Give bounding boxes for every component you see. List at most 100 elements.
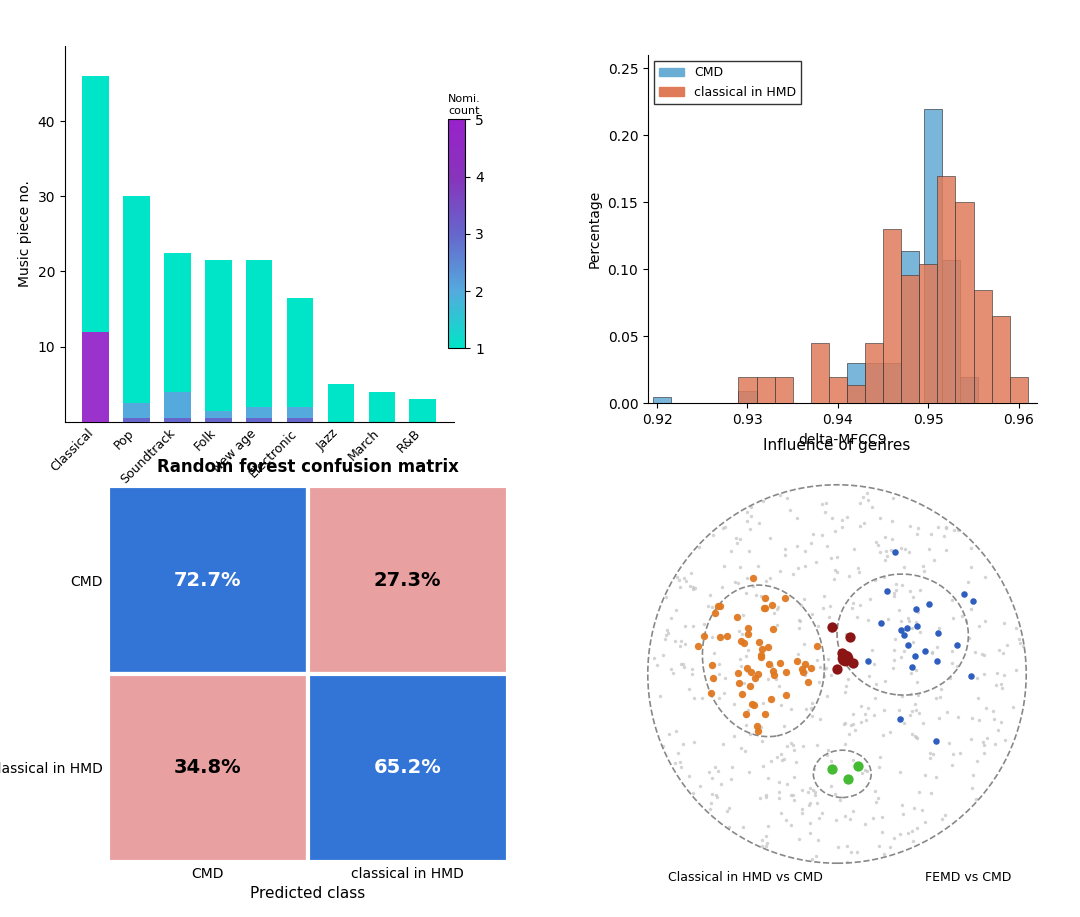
Point (746, 670, 764, 685)
Point (874, 825, 891, 840)
Point (815, 669, 833, 684)
Point (796, 636, 813, 651)
Point (866, 784, 883, 799)
Point (819, 538, 836, 553)
Point (840, 569, 858, 583)
Point (659, 623, 676, 637)
Bar (82, 377, 109, 422)
Point (867, 795, 885, 810)
Point (804, 709, 821, 724)
Bar (205, 411, 231, 422)
Bar (739, 377, 756, 403)
Point (957, 613, 974, 628)
Point (853, 699, 870, 713)
Bar (108, 486, 308, 674)
Point (922, 527, 940, 542)
Point (745, 570, 762, 585)
Point (666, 756, 684, 770)
Point (930, 621, 947, 635)
Point (951, 746, 969, 760)
Point (977, 701, 995, 715)
Point (801, 815, 819, 830)
Point (892, 623, 909, 637)
Point (737, 708, 754, 723)
Point (771, 563, 788, 578)
Point (757, 788, 774, 802)
Point (696, 616, 713, 631)
Point (730, 666, 747, 680)
Point (707, 787, 725, 801)
Point (917, 815, 934, 830)
Point (886, 831, 903, 845)
Point (962, 732, 980, 746)
Point (811, 713, 828, 727)
Point (886, 586, 903, 601)
Point (842, 601, 860, 615)
Point (848, 610, 865, 624)
Point (876, 569, 893, 584)
Point (807, 788, 824, 802)
Point (713, 777, 730, 791)
Point (740, 764, 757, 779)
Point (775, 548, 793, 563)
Point (796, 668, 813, 682)
Point (856, 816, 874, 831)
Point (742, 509, 759, 524)
Point (834, 513, 851, 527)
Point (851, 598, 868, 613)
Point (684, 581, 701, 596)
Point (757, 829, 774, 844)
Point (772, 746, 789, 761)
Point (921, 597, 939, 612)
Point (819, 742, 836, 757)
Title: Random forest confusion matrix: Random forest confusion matrix (157, 458, 459, 476)
Point (876, 703, 893, 718)
Point (953, 609, 970, 624)
Bar (901, 250, 919, 403)
Point (855, 515, 873, 530)
Point (753, 649, 770, 664)
Point (815, 504, 833, 519)
Point (784, 738, 801, 753)
Point (672, 759, 689, 774)
Point (899, 621, 916, 635)
Point (811, 675, 828, 690)
Point (752, 647, 769, 662)
Point (840, 727, 858, 742)
Point (989, 723, 1007, 737)
Point (907, 602, 924, 616)
Point (948, 659, 966, 674)
Point (765, 606, 782, 621)
Point (945, 523, 962, 537)
Point (772, 487, 789, 502)
Point (773, 753, 791, 768)
Point (917, 768, 934, 782)
Point (728, 531, 745, 546)
Point (733, 626, 751, 641)
Point (783, 818, 800, 833)
Point (876, 553, 893, 568)
Point (676, 637, 693, 652)
Point (798, 658, 815, 673)
Point (1014, 639, 1031, 654)
Point (703, 657, 720, 672)
Point (845, 716, 862, 731)
Point (760, 657, 778, 671)
Point (912, 582, 929, 597)
Point (851, 565, 868, 580)
Point (660, 626, 677, 641)
Point (777, 591, 794, 605)
Point (711, 667, 728, 681)
Point (791, 613, 808, 627)
Bar (883, 229, 901, 403)
Point (657, 631, 674, 646)
Point (908, 526, 926, 541)
Point (768, 672, 785, 687)
Point (836, 651, 853, 666)
Point (901, 545, 918, 559)
Bar (923, 108, 942, 403)
Point (904, 635, 921, 649)
Point (757, 707, 774, 722)
Point (761, 571, 779, 586)
Bar (205, 260, 231, 422)
